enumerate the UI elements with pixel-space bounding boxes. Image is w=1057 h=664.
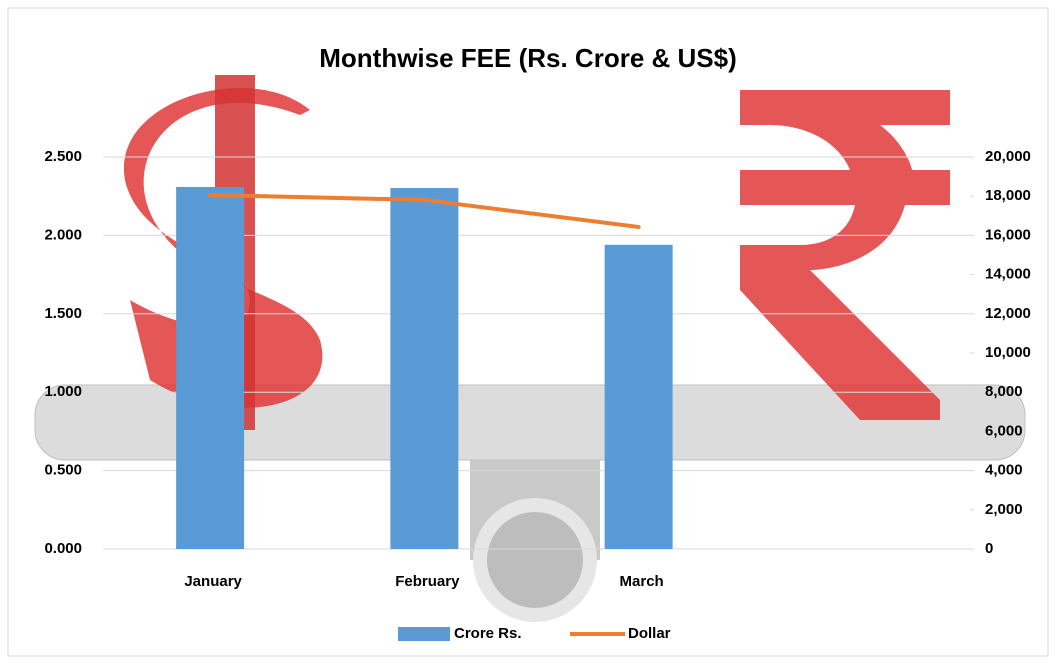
bar: [390, 188, 458, 549]
x-tick-label: February: [395, 573, 460, 590]
bar: [176, 187, 244, 549]
y2-tick-label: 0: [985, 540, 993, 557]
y2-tick-label: 14,000: [985, 266, 1031, 283]
y-tick-label: 1.500: [44, 305, 82, 322]
legend-label: Dollar: [628, 625, 671, 642]
chart: Monthwise FEE (Rs. Crore & US$) 0.000 0.5…: [0, 0, 1057, 664]
y-tick-label: 0.000: [44, 540, 82, 557]
legend-swatch: [398, 627, 450, 641]
y2-tick-label: 8,000: [985, 383, 1023, 400]
x-tick-label: March: [620, 573, 664, 590]
legend-label: Crore Rs.: [454, 625, 522, 642]
y2-tick-label: 6,000: [985, 422, 1023, 439]
y2-tick-label: 18,000: [985, 187, 1031, 204]
y2-tick-label: 12,000: [985, 305, 1031, 322]
y-tick-label: 0.500: [44, 462, 82, 479]
y2-tick-label: 10,000: [985, 344, 1031, 361]
y-tick-label: 2.000: [44, 226, 82, 243]
y2-tick-label: 20,000: [985, 148, 1031, 165]
y-tick-label: 2.500: [44, 148, 82, 165]
y2-tick-label: 16,000: [985, 226, 1031, 243]
y2-tick-label: 4,000: [985, 462, 1023, 479]
wheel: [480, 505, 590, 615]
y2-tick-label: 2,000: [985, 501, 1023, 518]
bar: [605, 245, 673, 549]
x-tick-label: January: [184, 573, 242, 590]
chart-title: Monthwise FEE (Rs. Crore & US$): [319, 43, 737, 73]
y-tick-label: 1.000: [44, 383, 82, 400]
